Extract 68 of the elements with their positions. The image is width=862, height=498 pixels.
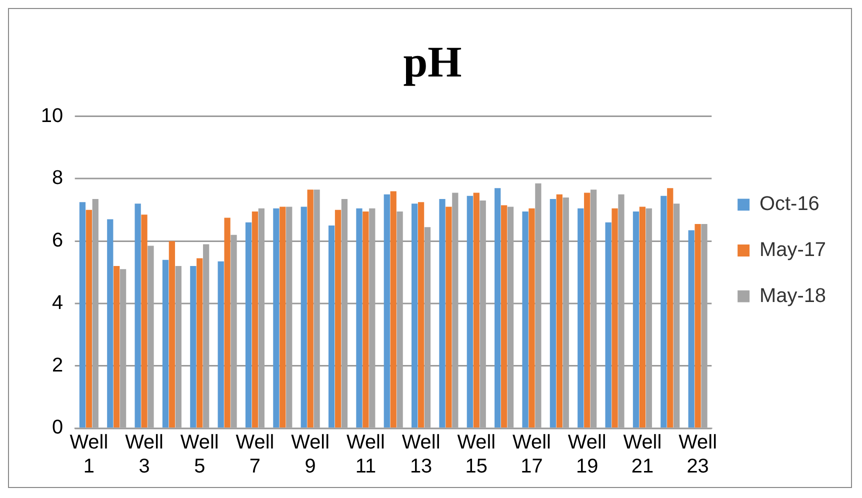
bar <box>556 194 562 428</box>
bar <box>334 210 342 428</box>
bar <box>605 222 612 428</box>
y-tick-label: 10 <box>40 104 64 127</box>
bar <box>328 226 335 428</box>
x-tick-label: Well 21 <box>623 432 662 478</box>
x-tick-label: Well 11 <box>346 432 385 478</box>
bar <box>632 211 640 428</box>
bar <box>473 192 480 428</box>
x-tick-label: Well 5 <box>180 432 219 478</box>
bar <box>466 196 474 428</box>
bar <box>418 202 424 428</box>
bar <box>528 208 535 428</box>
bar <box>522 211 528 428</box>
x-tick-label: Well 23 <box>678 432 718 478</box>
bar <box>356 208 362 428</box>
x-tick-label: Well 9 <box>291 432 330 478</box>
bar <box>162 260 169 428</box>
chart-title: pH <box>403 38 462 86</box>
bar <box>224 218 230 428</box>
bar <box>501 205 508 428</box>
bar <box>168 241 176 428</box>
x-tick-label: Well 13 <box>402 432 440 478</box>
bar <box>300 206 307 428</box>
bar <box>86 210 92 428</box>
bar <box>252 211 258 428</box>
bar <box>446 206 452 428</box>
y-tick-label: 2 <box>52 354 64 376</box>
bar <box>688 230 694 428</box>
bar <box>439 199 446 428</box>
x-tick-label: Well 1 <box>70 432 108 478</box>
bar <box>196 258 203 428</box>
bar <box>584 192 590 428</box>
bar <box>79 202 86 428</box>
x-tick-label: Well 3 <box>125 432 164 478</box>
bar <box>390 191 396 428</box>
bar <box>660 196 667 428</box>
bar <box>141 214 148 428</box>
x-tick-label: Well 7 <box>236 432 274 478</box>
bar <box>494 188 501 428</box>
bar <box>307 190 314 428</box>
bar <box>273 208 280 428</box>
bar <box>412 204 418 428</box>
y-tick-label: 4 <box>52 292 64 314</box>
bar <box>362 211 369 428</box>
bar <box>694 224 701 428</box>
legend-label: May-18 <box>760 284 826 307</box>
x-tick-label: Well 15 <box>457 432 496 478</box>
y-tick-label: 8 <box>52 167 64 190</box>
x-tick-label: Well 19 <box>568 432 606 478</box>
y-tick-label: 0 <box>52 416 64 439</box>
legend-label: May-17 <box>760 239 826 261</box>
bar <box>245 222 252 428</box>
y-tick-label: 6 <box>52 230 64 252</box>
bar <box>134 204 141 428</box>
bar <box>190 266 196 428</box>
x-tick-label: Well 17 <box>512 432 551 478</box>
bar <box>114 266 120 428</box>
bar <box>280 206 286 428</box>
bar <box>550 199 556 428</box>
bar <box>107 219 114 428</box>
legend-label: Oct-16 <box>760 193 820 216</box>
bar <box>384 194 390 428</box>
bar <box>612 208 618 428</box>
bar <box>218 261 224 428</box>
bar <box>639 206 646 428</box>
bar <box>667 188 674 428</box>
bar <box>578 208 584 428</box>
